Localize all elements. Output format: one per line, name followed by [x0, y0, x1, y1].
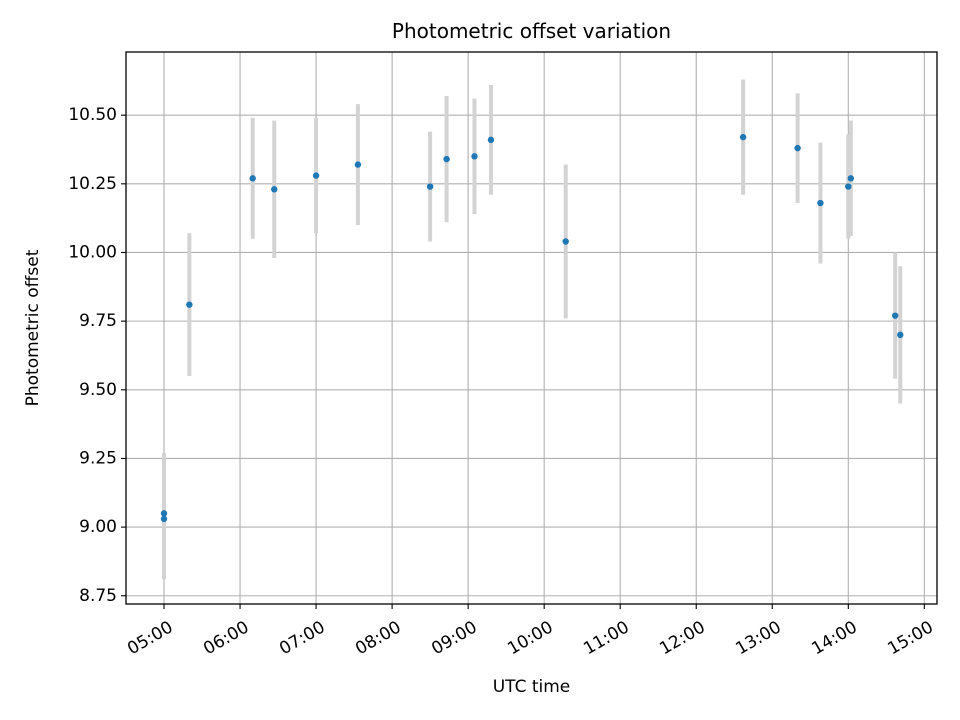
y-tick-label: 9.00 [79, 517, 117, 537]
data-point [891, 312, 899, 319]
y-axis-label: Photometric offset [23, 249, 43, 406]
data-point [487, 136, 495, 144]
y-tick-label: 9.75 [79, 311, 117, 331]
data-point [160, 510, 168, 517]
data-point [186, 301, 193, 308]
y-tick-label: 10.25 [68, 174, 117, 194]
data-point [160, 515, 168, 523]
data-point [845, 183, 852, 190]
data-point [271, 186, 278, 193]
data-point [897, 331, 904, 339]
y-tick-label: 10.50 [68, 105, 117, 125]
data-point [354, 161, 362, 168]
y-tick-label: 8.75 [79, 586, 117, 606]
y-tick-label: 10.00 [68, 242, 117, 262]
data-point [312, 172, 320, 179]
data-point [847, 175, 855, 182]
y-tick-label: 9.50 [79, 380, 117, 400]
data-point [739, 133, 747, 141]
data-point [249, 175, 256, 182]
data-points [160, 133, 904, 523]
y-tick-label: 9.25 [79, 448, 117, 468]
data-point [443, 155, 450, 163]
data-point [562, 238, 569, 245]
data-point [794, 144, 801, 152]
y-axis-ticks: 8.75 9.00 9.25 9.50 9.75 10.00 10.25 10.50 [68, 105, 126, 606]
axes-frame [125, 51, 938, 605]
x-axis-label: UTC time [493, 677, 571, 697]
data-point [471, 153, 478, 160]
data-point [426, 183, 434, 190]
data-point [817, 199, 824, 207]
chart-title: Photometric offset variation [392, 19, 671, 43]
grid [126, 52, 937, 604]
